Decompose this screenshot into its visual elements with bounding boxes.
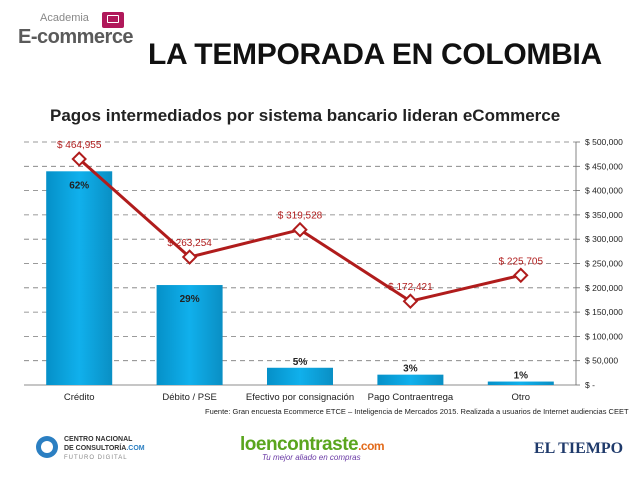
footer: CENTRO NACIONAL DE CONSULTORÍA.COM FUTUR… <box>0 430 638 479</box>
cnc-line3: FUTURO DIGITAL <box>64 455 128 461</box>
eltiempo-logo: EL TIEMPO <box>534 440 624 457</box>
chart-title: Pagos intermediados por sistema bancario… <box>50 106 561 125</box>
y2-tick-label: $ 300,000 <box>585 234 623 244</box>
bar <box>267 367 333 385</box>
bar-label: 29% <box>180 294 200 305</box>
cnc-line2: DE CONSULTORÍA.COM <box>64 445 145 452</box>
line-label: $ 172,421 <box>388 282 433 293</box>
cnc-domain: .COM <box>126 445 145 452</box>
x-tick-label: Otro <box>512 392 530 403</box>
bar-label: 5% <box>293 357 308 368</box>
line-marker <box>513 267 529 284</box>
line-marker <box>292 221 308 238</box>
chart: $ - $ 50,000 $ 100,000 $ 150,000 $ 200,000 $ … <box>24 137 623 403</box>
line-marker <box>71 151 87 167</box>
loen-com: .com <box>358 439 385 453</box>
line-label: $ 225,705 <box>499 256 544 267</box>
line-label: $ 464,955 <box>57 140 102 151</box>
bar-label: 1% <box>514 371 529 382</box>
cnc-line2-text: DE CONSULTORÍA <box>64 445 127 452</box>
cnc-logo: CENTRO NACIONAL DE CONSULTORÍA.COM FUTUR… <box>36 434 176 474</box>
bar-label: 62% <box>69 180 89 191</box>
bar <box>156 285 223 385</box>
y2-tick-label: $ 400,000 <box>585 186 623 196</box>
y2-tick-label: $ 450,000 <box>585 161 623 171</box>
y2-tick-label: $ 100,000 <box>585 331 623 341</box>
cnc-badge-icon <box>36 436 58 458</box>
loen-brand: loencontraste.com <box>240 434 400 456</box>
x-tick-label: Efectivo por consignación <box>246 392 354 403</box>
cnc-line1: CENTRO NACIONAL <box>64 436 133 443</box>
bar-label: 3% <box>403 364 418 375</box>
laptop-icon <box>102 12 124 28</box>
line-marker <box>402 293 419 309</box>
x-tick-label: Débito / PSE <box>162 392 216 403</box>
loencontraste-logo: loencontraste.com Tu mejor aliado en com… <box>240 434 400 474</box>
bar <box>377 374 444 385</box>
y2-tick-label: $ - <box>585 380 595 390</box>
line-label: $ 263,254 <box>167 238 212 249</box>
academia-ecommerce-logo: Academia E-commerce <box>14 12 144 52</box>
bar <box>46 171 113 385</box>
line-marker <box>181 249 198 265</box>
x-tick-label: Pago Contraentrega <box>368 392 454 403</box>
page-title: LA TEMPORADA EN COLOMBIA <box>148 38 602 71</box>
x-tick-label: Crédito <box>64 392 95 403</box>
y2-tick-label: $ 250,000 <box>585 259 623 269</box>
line-label: $ 319,528 <box>278 211 323 222</box>
y2-tick-label: $ 500,000 <box>585 137 623 147</box>
logo-line2: E-commerce <box>18 26 134 48</box>
y2-tick-label: $ 50,000 <box>585 356 618 366</box>
bar <box>487 381 554 385</box>
y2-tick-label: $ 200,000 <box>585 283 623 293</box>
loen-brand-text: loencontraste <box>240 434 359 455</box>
loen-tagline: Tu mejor aliado en compras <box>262 453 361 462</box>
y2-tick-label: $ 150,000 <box>585 307 623 317</box>
source-note: Fuente: Gran encuesta Ecommerce ETCE – I… <box>205 407 629 416</box>
y2-tick-label: $ 350,000 <box>585 210 623 220</box>
logo-line1: Academia <box>40 12 89 24</box>
